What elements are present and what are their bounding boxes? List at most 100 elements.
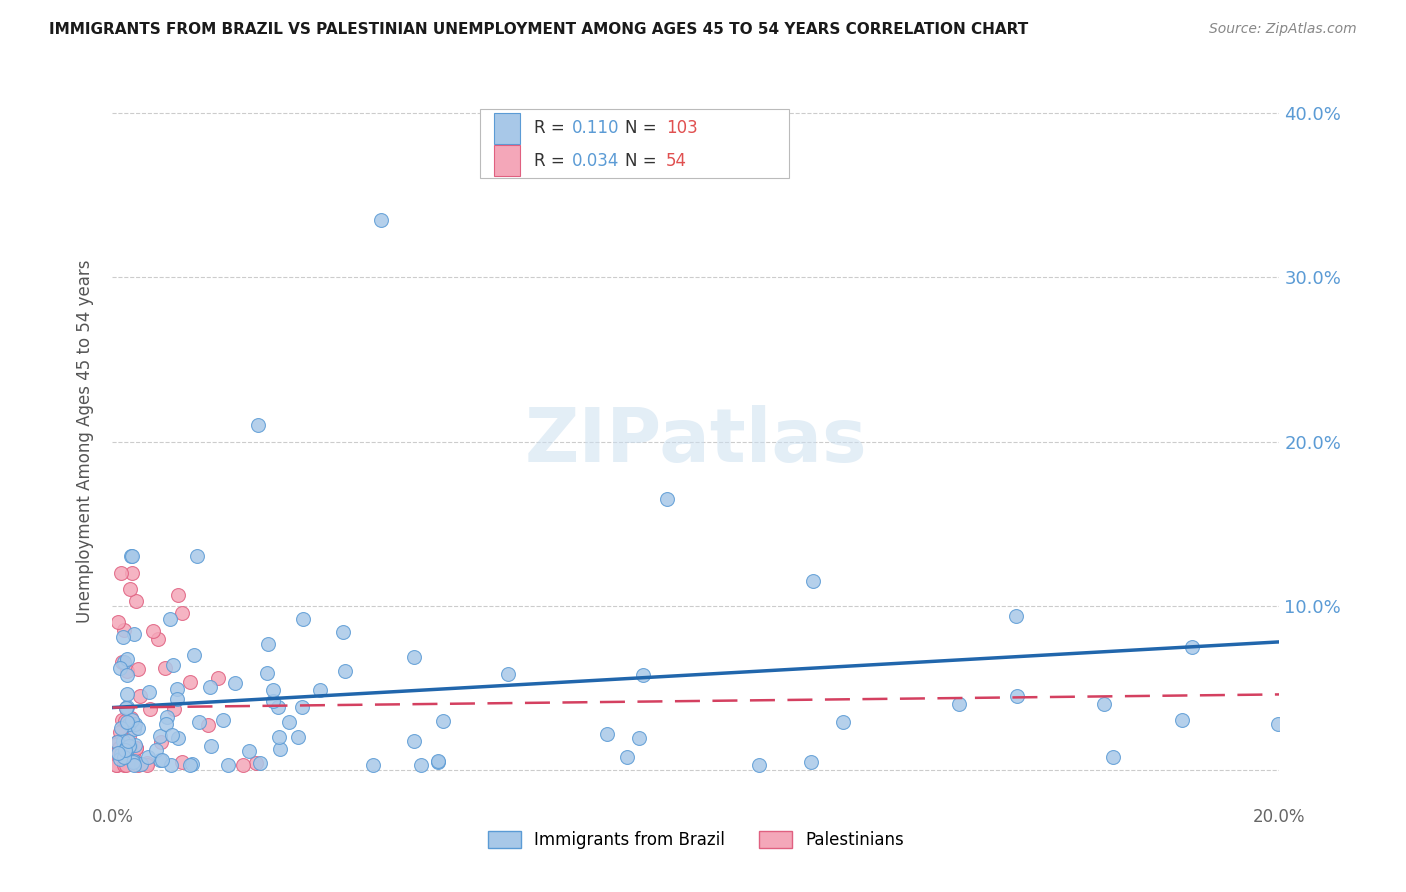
Point bbox=[105, 737, 128, 751]
Point bbox=[105, 746, 128, 760]
Point bbox=[122, 755, 145, 769]
Point bbox=[197, 718, 219, 732]
Point bbox=[256, 666, 278, 681]
Point bbox=[238, 743, 260, 757]
Point bbox=[1171, 713, 1194, 727]
Point bbox=[110, 747, 132, 761]
Point bbox=[245, 756, 267, 771]
Point bbox=[628, 731, 651, 746]
Point bbox=[149, 729, 172, 743]
Point bbox=[948, 698, 970, 712]
Point bbox=[179, 758, 201, 772]
Point bbox=[115, 652, 138, 666]
Point bbox=[139, 702, 162, 716]
Point bbox=[249, 756, 271, 771]
Text: R =: R = bbox=[534, 120, 569, 137]
Point bbox=[124, 740, 146, 755]
Point bbox=[129, 689, 152, 703]
Point bbox=[125, 741, 148, 756]
Point bbox=[107, 758, 129, 772]
Point bbox=[110, 725, 132, 739]
Point bbox=[198, 680, 221, 694]
Point bbox=[1094, 698, 1116, 712]
Point bbox=[107, 734, 129, 748]
Text: Source: ZipAtlas.com: Source: ZipAtlas.com bbox=[1209, 22, 1357, 37]
Point bbox=[162, 702, 184, 716]
Point bbox=[115, 715, 138, 730]
Point bbox=[120, 711, 142, 725]
Point bbox=[127, 721, 149, 735]
Point bbox=[112, 630, 135, 644]
Point bbox=[267, 700, 290, 714]
Point bbox=[114, 750, 136, 764]
Point bbox=[155, 710, 177, 724]
Point bbox=[207, 671, 229, 685]
Legend: Immigrants from Brazil, Palestinians: Immigrants from Brazil, Palestinians bbox=[481, 824, 911, 856]
Point bbox=[108, 740, 131, 755]
Point bbox=[111, 655, 134, 669]
Point bbox=[155, 717, 177, 731]
Point bbox=[118, 739, 141, 754]
Point bbox=[170, 606, 193, 620]
Point bbox=[108, 745, 131, 759]
Point bbox=[121, 751, 143, 765]
Point bbox=[404, 650, 426, 665]
Point bbox=[124, 758, 146, 772]
Point bbox=[170, 755, 193, 769]
Point bbox=[1005, 608, 1028, 623]
Point bbox=[115, 664, 138, 678]
Point bbox=[186, 549, 208, 564]
Point bbox=[115, 701, 138, 715]
Point bbox=[748, 758, 770, 772]
Point bbox=[1267, 717, 1289, 731]
Point bbox=[118, 739, 141, 753]
Point bbox=[138, 749, 160, 764]
Point bbox=[112, 739, 135, 754]
Point bbox=[291, 700, 314, 714]
Point bbox=[631, 668, 654, 682]
Point bbox=[127, 758, 149, 772]
Point bbox=[166, 692, 188, 706]
Point bbox=[179, 674, 201, 689]
Point bbox=[232, 758, 254, 772]
Point bbox=[183, 648, 205, 662]
Point bbox=[115, 688, 138, 702]
Point bbox=[160, 728, 183, 742]
Point bbox=[112, 624, 135, 638]
Point bbox=[136, 756, 159, 771]
Point bbox=[1181, 640, 1204, 654]
Point bbox=[108, 661, 131, 675]
Point bbox=[122, 754, 145, 768]
Point bbox=[112, 749, 135, 764]
Point bbox=[121, 549, 143, 564]
Point bbox=[110, 721, 132, 735]
Y-axis label: Unemployment Among Ages 45 to 54 years: Unemployment Among Ages 45 to 54 years bbox=[76, 260, 94, 624]
Point bbox=[150, 752, 173, 766]
Point bbox=[247, 418, 270, 433]
Point bbox=[432, 714, 454, 728]
Bar bbox=[479, 109, 789, 178]
Point bbox=[596, 727, 619, 741]
Point bbox=[121, 747, 143, 761]
Point bbox=[124, 738, 146, 752]
Point bbox=[427, 755, 450, 769]
Point bbox=[162, 657, 184, 672]
Point bbox=[118, 729, 141, 743]
Point bbox=[166, 682, 188, 697]
Text: 0.110: 0.110 bbox=[572, 120, 620, 137]
Point bbox=[118, 747, 141, 762]
Point bbox=[117, 734, 139, 748]
Point bbox=[267, 730, 290, 744]
Point bbox=[801, 574, 824, 588]
Point bbox=[287, 730, 309, 744]
Point bbox=[292, 612, 315, 626]
Point bbox=[332, 624, 354, 639]
Point bbox=[800, 756, 823, 770]
Text: IMMIGRANTS FROM BRAZIL VS PALESTINIAN UNEMPLOYMENT AMONG AGES 45 TO 54 YEARS COR: IMMIGRANTS FROM BRAZIL VS PALESTINIAN UN… bbox=[49, 22, 1028, 37]
Point bbox=[115, 741, 138, 756]
Point bbox=[117, 740, 139, 755]
Point bbox=[108, 752, 131, 766]
Point bbox=[409, 758, 432, 772]
Point bbox=[153, 661, 176, 675]
Point bbox=[121, 566, 143, 580]
